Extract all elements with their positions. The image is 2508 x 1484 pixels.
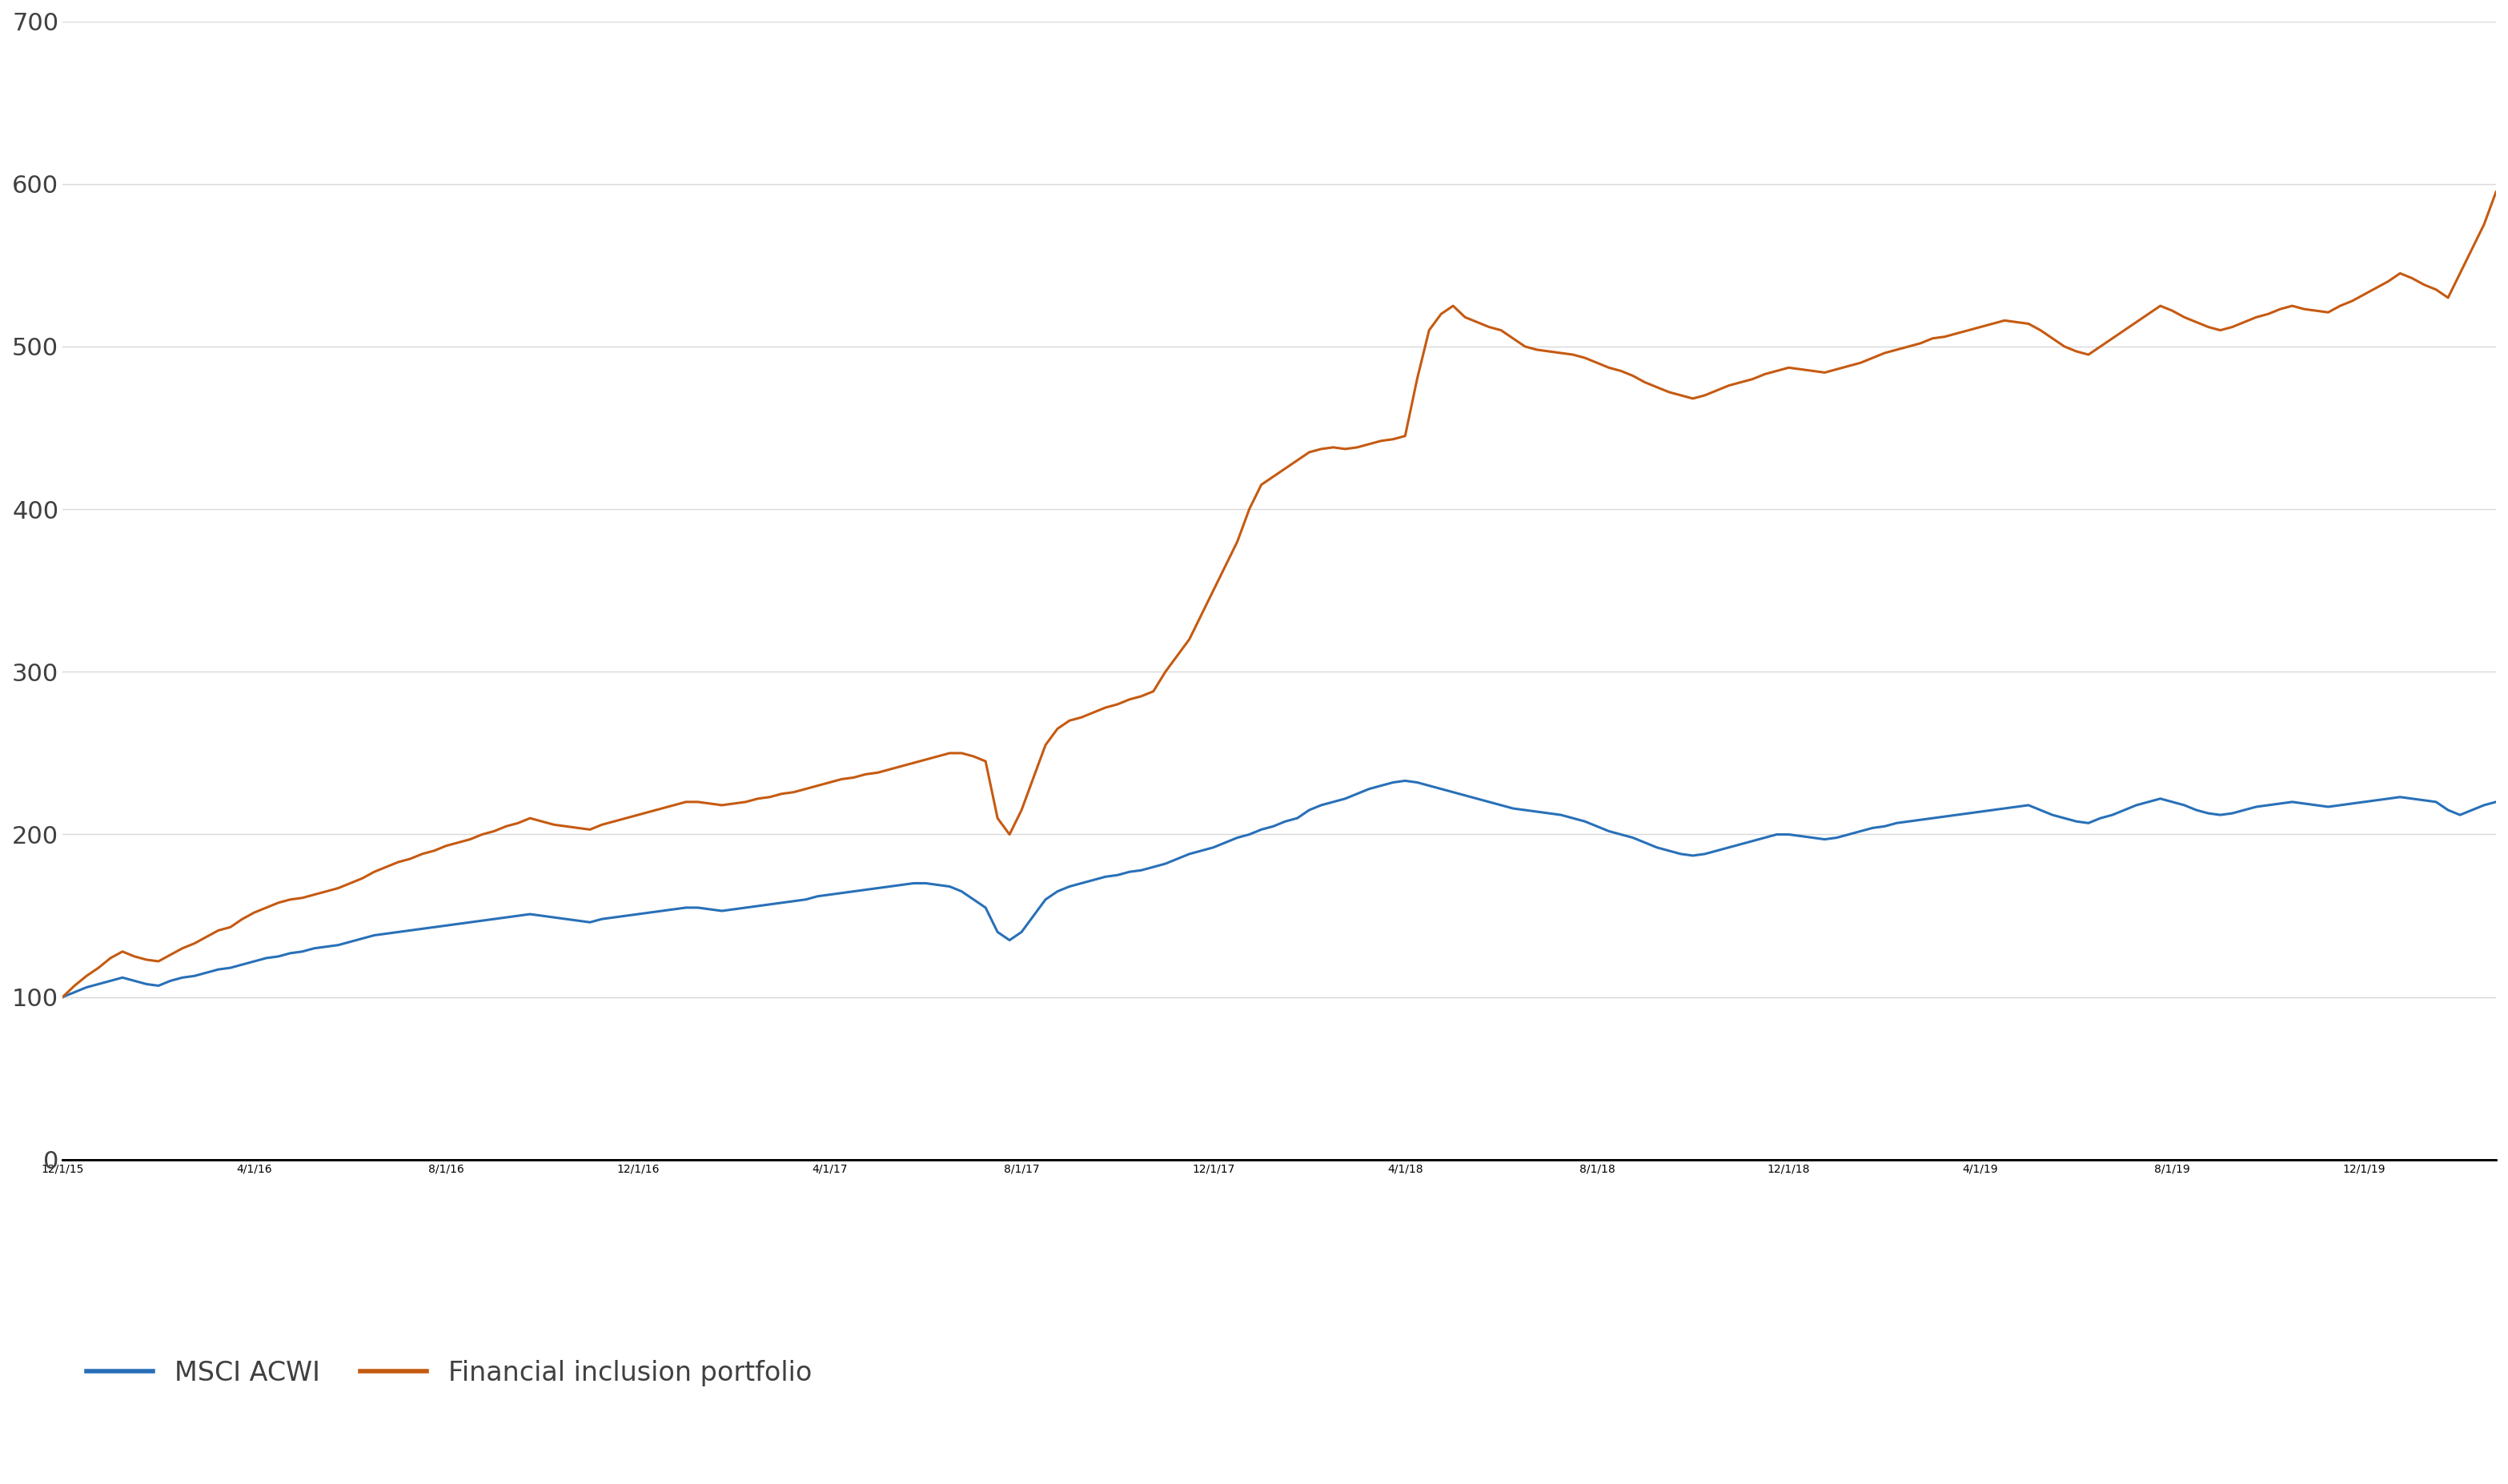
Legend: MSCI ACWI, Financial inclusion portfolio: MSCI ACWI, Financial inclusion portfolio <box>75 1349 823 1396</box>
